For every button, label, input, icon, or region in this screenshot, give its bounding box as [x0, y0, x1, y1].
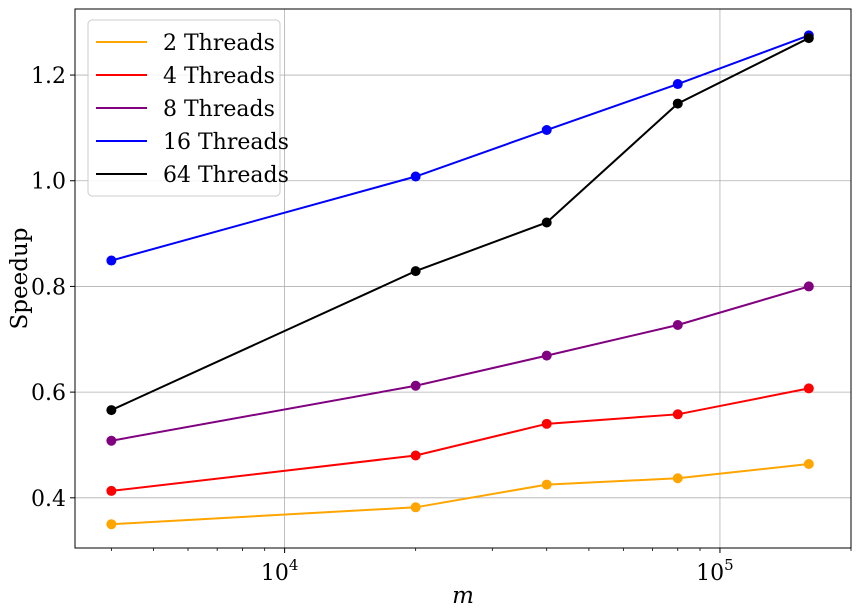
data-point [106, 255, 117, 266]
x-axis-label: m [452, 583, 474, 609]
data-point [106, 519, 117, 530]
legend-label: 64 Threads [163, 163, 289, 188]
data-point [541, 350, 552, 361]
legend-label: 2 Threads [163, 31, 275, 56]
data-point [803, 281, 814, 292]
data-point [410, 171, 421, 182]
y-tick-label: 1.0 [31, 170, 66, 195]
data-point [672, 473, 683, 484]
y-tick-label: 0.4 [31, 487, 66, 512]
legend-label: 4 Threads [163, 64, 275, 89]
data-point [541, 479, 552, 490]
legend-item: 64 Threads [96, 163, 289, 188]
data-point [672, 98, 683, 109]
legend-item: 4 Threads [96, 64, 275, 89]
series-4 [106, 33, 814, 416]
data-point [410, 380, 421, 391]
data-point [803, 33, 814, 44]
y-axis-label: Speedup [7, 228, 33, 330]
data-point [672, 79, 683, 90]
data-point [410, 502, 421, 513]
x-tick-exponent: 5 [724, 556, 734, 574]
data-point [803, 383, 814, 394]
data-point [803, 458, 814, 469]
x-tick-base: 10 [696, 561, 724, 586]
data-point [106, 405, 117, 416]
x-tick-exponent: 4 [289, 556, 299, 574]
plot-frame [74, 8, 852, 549]
legend-label: 16 Threads [163, 130, 289, 155]
data-point [672, 320, 683, 331]
x-tick-base: 10 [261, 561, 289, 586]
y-tick-label: 1.2 [31, 64, 66, 89]
series-0 [106, 458, 814, 530]
legend-item: 16 Threads [96, 130, 289, 155]
legend-label: 8 Threads [163, 97, 275, 122]
data-point [541, 217, 552, 228]
legend: 2 Threads 4 Threads 8 Threads 16 Threads 64 … [87, 19, 289, 197]
y-tick-label: 0.6 [31, 381, 66, 406]
data-point [541, 125, 552, 136]
data-point [672, 409, 683, 420]
x-tick-label: 105 [696, 556, 734, 586]
series-group [106, 30, 814, 530]
data-point [106, 435, 117, 446]
series-2 [106, 281, 814, 446]
legend-item: 2 Threads [96, 31, 275, 56]
data-point [106, 485, 117, 496]
x-tick-label: 104 [261, 556, 299, 586]
data-point [410, 266, 421, 277]
legend-item: 8 Threads [96, 97, 275, 122]
data-point [541, 418, 552, 429]
legend-box [87, 19, 281, 197]
y-tick-label: 0.8 [31, 275, 66, 300]
series-1 [106, 383, 814, 496]
data-point [410, 450, 421, 461]
